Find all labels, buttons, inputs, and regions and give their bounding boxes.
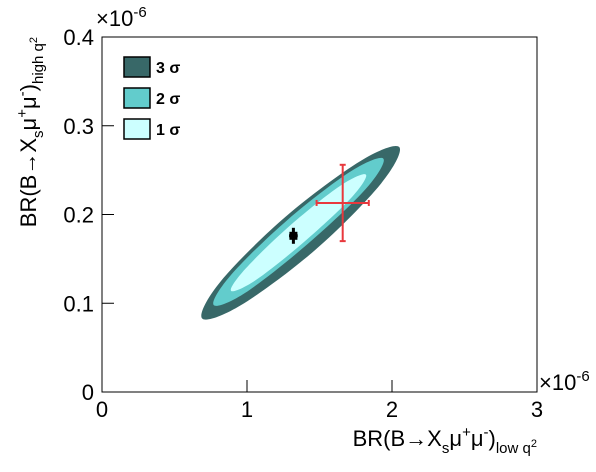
- y-tick-label: 0.4: [63, 25, 94, 50]
- x-multiplier: ×10-6: [539, 368, 590, 395]
- y-tick-label: 0: [82, 380, 94, 405]
- y-tick-label: 0.1: [63, 291, 94, 316]
- x-axis-label-part: BR(B→X: [353, 426, 443, 451]
- y-axis-label-part: 2: [28, 37, 40, 43]
- y-axis-label-part: μ: [16, 118, 41, 131]
- legend-label: 1 σ: [156, 122, 180, 139]
- y-tick-label: 0.3: [63, 114, 94, 139]
- y-axis-label-part: BR(B→X: [16, 138, 41, 228]
- legend-label: 2 σ: [156, 91, 180, 108]
- legend-swatch: [123, 87, 151, 109]
- point-marker: [289, 231, 298, 240]
- contour-region: [230, 174, 367, 292]
- x-axis-label-part: μ: [449, 426, 462, 451]
- x-axis-label-part: μ: [471, 426, 484, 451]
- x-axis-label-part: low q: [496, 440, 531, 457]
- x-axis-label-part: ): [489, 426, 496, 451]
- x-tick-label: 2: [386, 397, 398, 422]
- y-multiplier: ×10-6: [96, 4, 147, 31]
- x-multiplier-part: ×10: [539, 370, 576, 395]
- legend-swatch: [123, 56, 151, 78]
- y-axis-label-part: μ: [16, 96, 41, 109]
- y-axis-label: BR(B→Xsμ+μ-)high q2: [14, 37, 47, 227]
- legend-label: 3 σ: [156, 60, 180, 77]
- y-axis-label-part: s: [30, 130, 47, 138]
- y-axis-label-part: high q: [30, 43, 47, 84]
- y-axis-label-part: +: [14, 109, 31, 118]
- y-axis-label-part: ): [16, 84, 41, 91]
- y-multiplier-part: ×10: [96, 6, 133, 31]
- y-multiplier-part: -6: [133, 4, 146, 21]
- x-axis-label-part: 2: [531, 438, 537, 450]
- x-tick-label: 1: [241, 397, 253, 422]
- y-axis-label-part: -: [14, 91, 31, 96]
- x-axis-label-part: -: [484, 424, 489, 441]
- x-axis-label: BR(B→Xsμ+μ-)low q2: [353, 424, 537, 457]
- x-axis-label-part: s: [442, 440, 450, 457]
- x-axis-label-part: +: [462, 424, 471, 441]
- x-multiplier-part: -6: [576, 368, 589, 385]
- y-tick-label: 0.2: [63, 203, 94, 228]
- x-tick-label: 3: [531, 397, 543, 422]
- legend-swatch: [123, 118, 151, 140]
- x-tick-label: 0: [96, 397, 108, 422]
